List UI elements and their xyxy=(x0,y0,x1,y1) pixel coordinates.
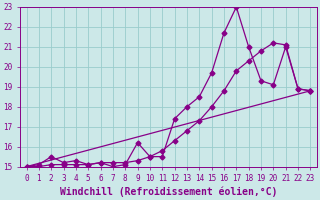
X-axis label: Windchill (Refroidissement éolien,°C): Windchill (Refroidissement éolien,°C) xyxy=(60,186,277,197)
